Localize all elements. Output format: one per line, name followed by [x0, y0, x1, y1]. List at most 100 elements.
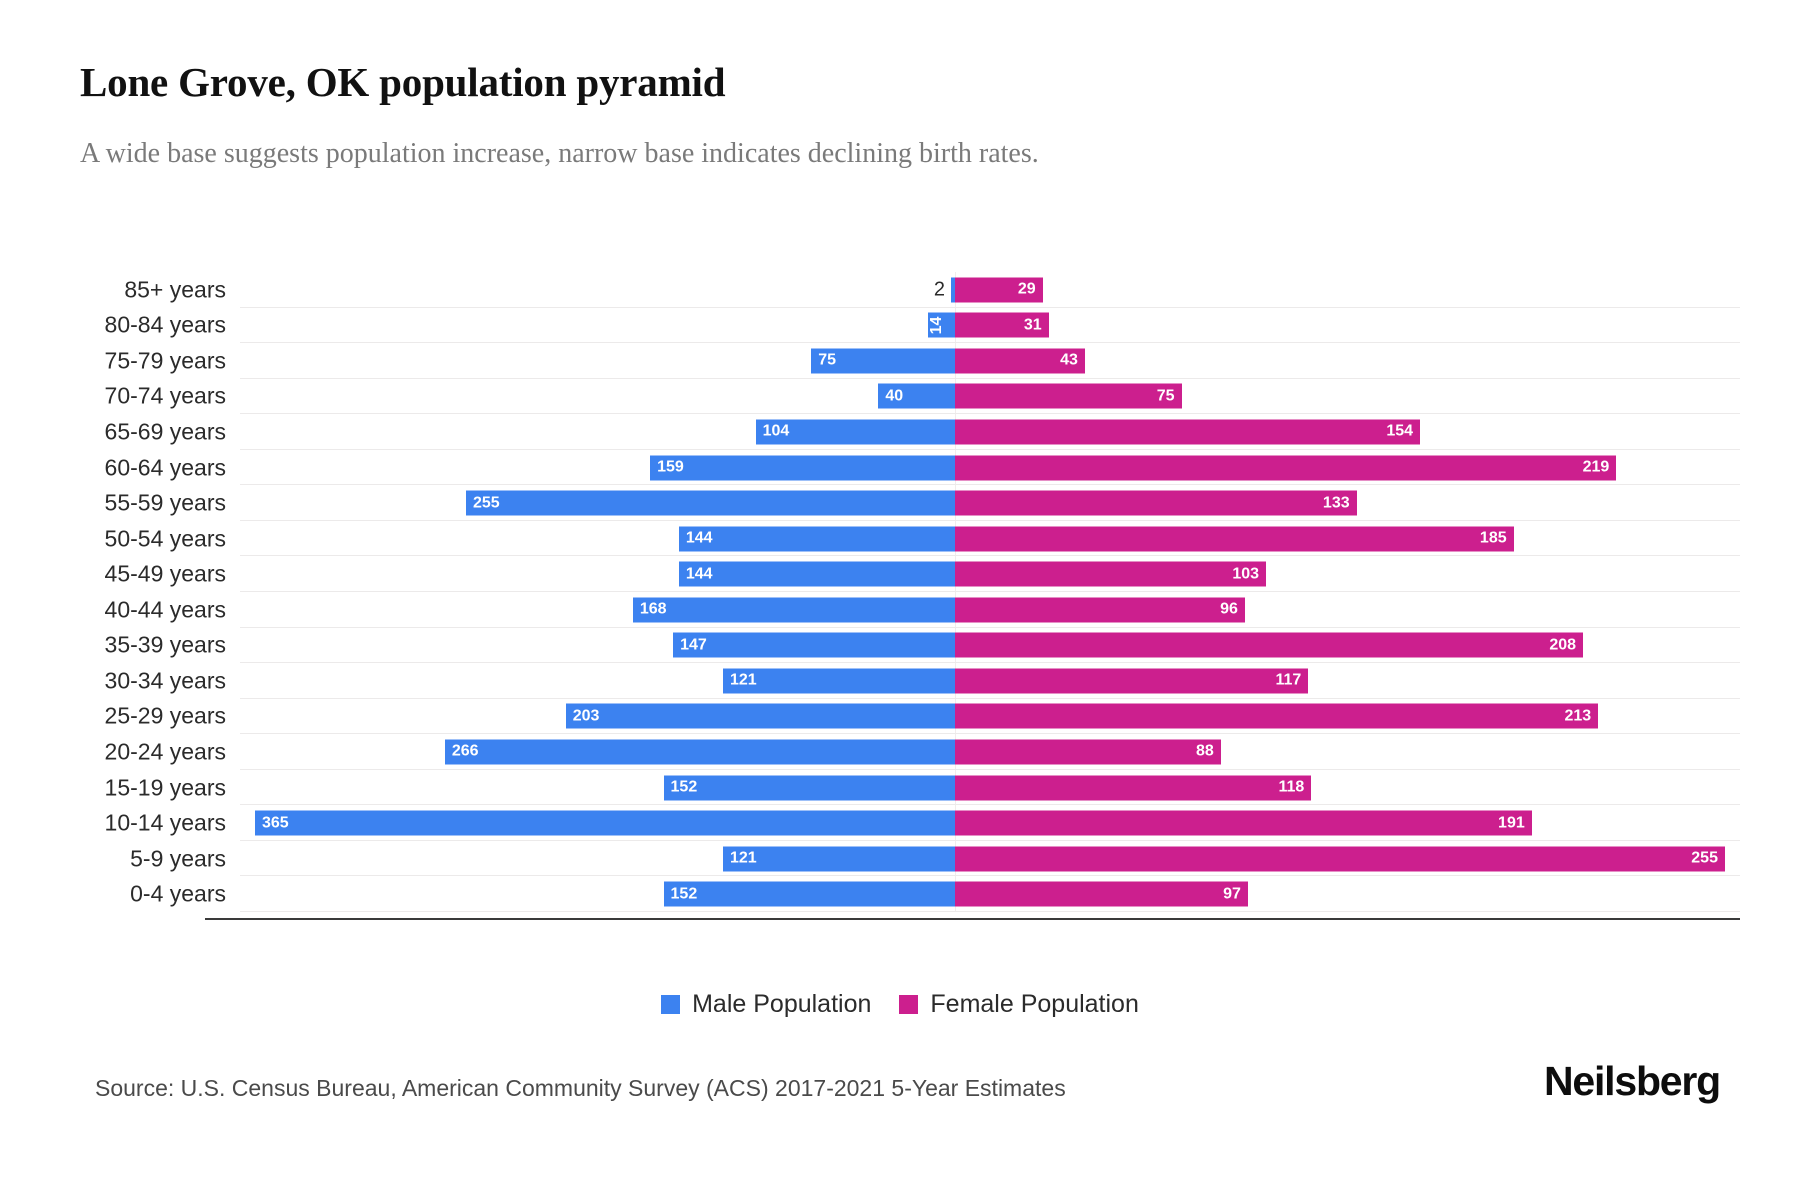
female-value-label: 154	[1386, 422, 1414, 440]
male-bar[interactable]: 365	[255, 810, 956, 836]
female-value-label: 219	[1582, 458, 1610, 476]
legend-item-male[interactable]: Male Population	[661, 990, 871, 1019]
brand-logo: Neilsberg	[1543, 1058, 1721, 1104]
female-value-label: 43	[1060, 351, 1078, 369]
male-bar[interactable]: 147	[673, 632, 956, 658]
age-group-label: 25-29 years	[104, 702, 226, 729]
male-color-swatch-icon	[661, 995, 681, 1014]
age-group-label: 20-24 years	[104, 738, 226, 765]
pyramid-row: 70-74 years 40 75	[105, 379, 1740, 415]
male-bar[interactable]: 168	[632, 597, 956, 623]
male-bar[interactable]: 40	[878, 383, 956, 409]
female-bar[interactable]: 88	[955, 739, 1221, 765]
gridline	[240, 519, 1740, 521]
female-value-label: 185	[1479, 529, 1507, 547]
female-bar[interactable]: 118	[955, 775, 1312, 801]
male-bar[interactable]: 104	[755, 419, 956, 445]
female-bar[interactable]: 208	[955, 632, 1584, 658]
female-value-label: 75	[1156, 387, 1175, 405]
female-bar[interactable]: 43	[955, 348, 1085, 374]
male-value-label: 144	[685, 565, 713, 583]
female-value-label: 96	[1220, 600, 1238, 618]
female-bar[interactable]: 133	[955, 490, 1357, 516]
male-bar[interactable]: 159	[650, 455, 956, 481]
page-title: Lone Grove, OK population pyramid	[80, 59, 726, 105]
male-value-label: 255	[472, 494, 500, 512]
female-bar[interactable]: 96	[955, 597, 1245, 623]
male-bar[interactable]: 14	[928, 312, 956, 338]
male-bar[interactable]: 203	[565, 703, 956, 729]
pyramid-row: 45-49 years 144 103	[105, 556, 1740, 592]
center-axis-line	[955, 272, 957, 912]
female-bar[interactable]: 191	[955, 810, 1532, 836]
pyramid-row: 60-64 years 159 219	[105, 450, 1740, 486]
gridline	[240, 910, 1740, 912]
female-value-label: 213	[1564, 707, 1592, 725]
male-value-label: 144	[685, 529, 713, 547]
female-bar[interactable]: 97	[955, 881, 1248, 907]
pyramid-row: 75-79 years 75 43	[105, 343, 1740, 379]
pyramid-row: 25-29 years 203 213	[105, 699, 1740, 735]
male-bar[interactable]: 152	[663, 775, 956, 801]
gridline	[240, 875, 1740, 877]
male-bar[interactable]: 2	[934, 277, 956, 303]
age-group-label: 75-79 years	[104, 347, 226, 374]
age-group-label: 5-9 years	[130, 845, 226, 872]
pyramid-row: 50-54 years 144 185	[105, 521, 1740, 557]
male-value-label: 40	[885, 387, 904, 405]
pyramid-row: 80-84 years 14 31	[105, 308, 1740, 344]
male-value-label: 121	[729, 671, 757, 689]
gridline	[240, 413, 1740, 415]
male-value-label: 159	[657, 458, 684, 476]
male-bar[interactable]: 121	[722, 668, 956, 694]
male-bar[interactable]: 144	[678, 561, 956, 587]
male-value-label: 152	[670, 885, 698, 903]
male-value-label: 75	[818, 351, 836, 369]
age-group-label: 55-59 years	[104, 489, 226, 516]
source-note: Source: U.S. Census Bureau, American Com…	[95, 1075, 1066, 1101]
gridline	[240, 555, 1740, 557]
male-bar[interactable]: 75	[811, 348, 956, 374]
male-bar[interactable]: 266	[444, 739, 956, 765]
female-value-label: 208	[1549, 636, 1577, 654]
female-value-label: 88	[1195, 742, 1214, 760]
gridline	[240, 590, 1740, 592]
female-bar[interactable]: 29	[955, 277, 1043, 303]
pyramid-row: 35-39 years 147 208	[105, 628, 1740, 664]
male-bar[interactable]: 121	[722, 846, 956, 872]
gridline	[240, 662, 1740, 664]
gridline	[240, 306, 1740, 308]
gridline	[240, 768, 1740, 770]
male-bar[interactable]: 152	[663, 881, 956, 907]
age-group-label: 40-44 years	[104, 596, 226, 623]
age-group-label: 10-14 years	[104, 809, 226, 836]
male-value-label: 104	[762, 422, 790, 440]
pyramid-row: 85+ years 2 29	[124, 272, 1740, 308]
female-bar[interactable]: 255	[955, 846, 1725, 872]
gridline	[240, 484, 1740, 486]
male-value-label: 147	[680, 636, 707, 654]
pyramid-row: 0-4 years 152 97	[130, 876, 1740, 912]
age-group-label: 65-69 years	[104, 418, 226, 445]
female-bar[interactable]: 75	[955, 383, 1182, 409]
pyramid-row: 55-59 years 255 133	[105, 485, 1740, 521]
female-bar[interactable]: 117	[955, 668, 1309, 694]
pyramid-row: 5-9 years 121 255	[130, 841, 1740, 877]
female-bar[interactable]: 154	[955, 419, 1421, 445]
female-bar[interactable]: 185	[955, 526, 1514, 552]
female-bar[interactable]: 219	[955, 455, 1617, 481]
female-value-label: 117	[1275, 671, 1302, 689]
age-group-label: 45-49 years	[104, 560, 226, 587]
male-bar[interactable]: 255	[465, 490, 956, 516]
gridline	[240, 697, 1740, 699]
legend-item-female[interactable]: Female Population	[899, 990, 1139, 1019]
age-group-label: 80-84 years	[104, 311, 226, 338]
age-group-label: 15-19 years	[104, 774, 226, 801]
male-value-label: 203	[572, 707, 600, 725]
female-bar[interactable]: 103	[955, 561, 1267, 587]
male-bar[interactable]: 144	[678, 526, 956, 552]
female-bar[interactable]: 31	[955, 312, 1049, 338]
female-bar[interactable]: 213	[955, 703, 1599, 729]
gridline	[240, 448, 1740, 450]
